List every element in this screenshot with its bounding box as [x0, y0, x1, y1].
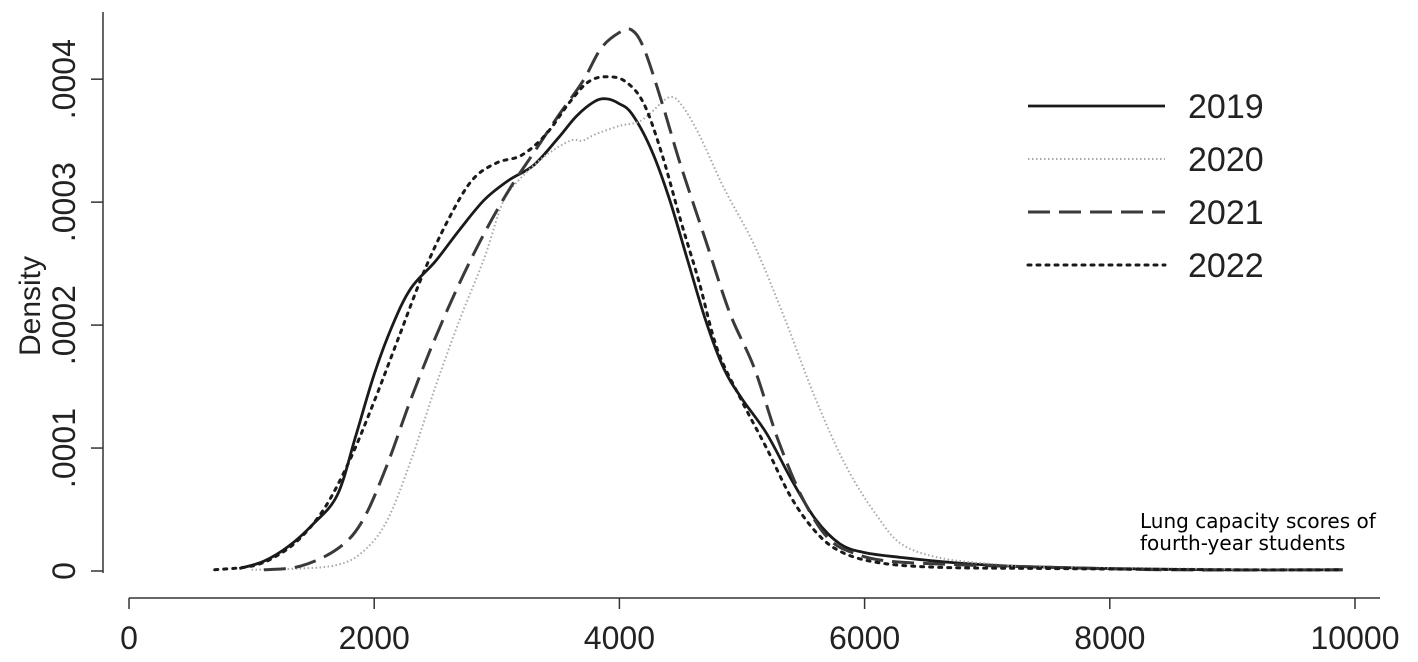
legend-label-2020: 2020 — [1188, 141, 1264, 179]
y-axis: 0 .0001 .0002 .0003 .0004 — [46, 12, 104, 580]
series-layer — [213, 27, 1345, 572]
legend-label-2022: 2022 — [1188, 247, 1264, 285]
x-tick-label: 6000 — [829, 620, 900, 656]
series-line-2019 — [238, 97, 1343, 572]
annotation-line-1: Lung capacity scores of — [1140, 509, 1377, 533]
x-tick-label: 0 — [120, 620, 138, 656]
y-tick-label: .0002 — [46, 285, 82, 365]
x-tick-label: 4000 — [584, 620, 655, 656]
legend-label-2021: 2021 — [1188, 194, 1264, 232]
series-line-2020 — [251, 96, 1343, 571]
x-tick-label: 8000 — [1074, 620, 1145, 656]
annotation: Lung capacity scores of fourth-year stud… — [1140, 509, 1377, 555]
annotation-line-2: fourth-year students — [1140, 531, 1345, 555]
y-tick-label: .0003 — [46, 162, 82, 242]
legend-label-2019: 2019 — [1188, 88, 1264, 126]
series-line-2021 — [263, 27, 1343, 572]
y-axis-title: Density — [14, 256, 47, 356]
series-line-2022 — [213, 75, 1345, 572]
y-tick-label: .0004 — [46, 39, 82, 119]
x-tick-label: 2000 — [339, 620, 410, 656]
legend: 2019 2020 2021 2022 — [1026, 88, 1264, 285]
x-axis: 0 2000 4000 6000 8000 10000 — [120, 597, 1400, 656]
x-tick-label: 10000 — [1311, 620, 1400, 656]
y-tick-label: 0 — [46, 562, 82, 580]
y-tick-label: .0001 — [46, 408, 82, 488]
